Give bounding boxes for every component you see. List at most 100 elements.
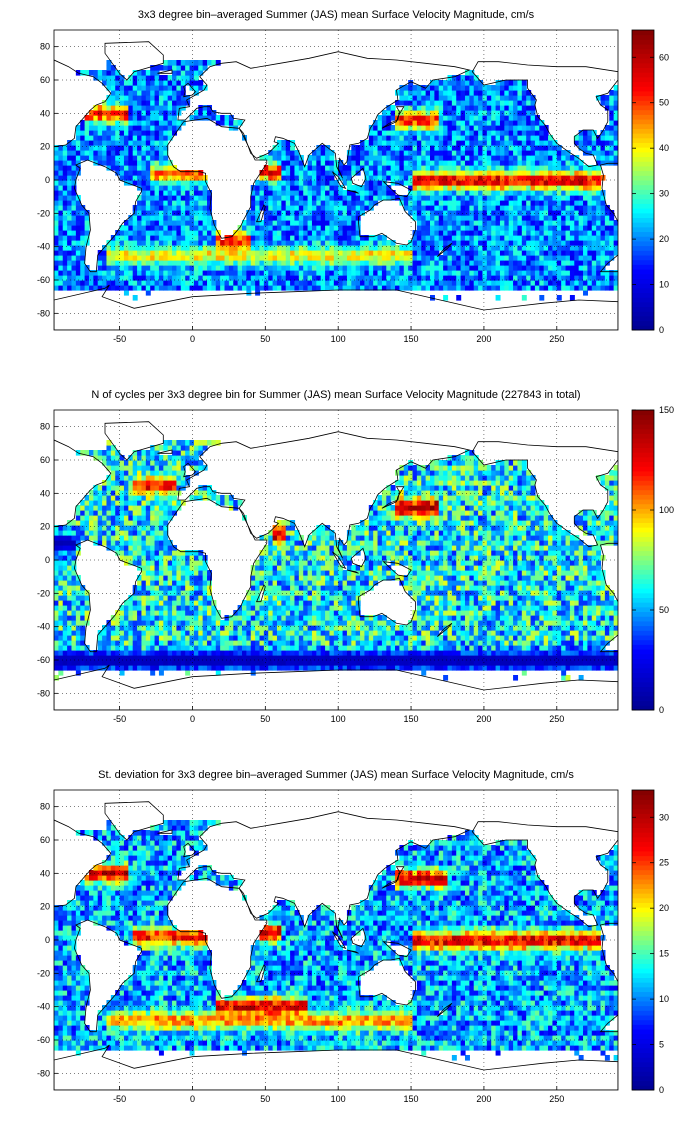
heatmap-cell <box>211 260 216 266</box>
heatmap-cell <box>120 645 125 651</box>
heatmap-cell <box>238 270 243 276</box>
heatmap-cell <box>539 275 544 281</box>
heatmap-cell <box>386 145 391 151</box>
heatmap-cell <box>395 150 400 156</box>
heatmap-cell <box>351 230 356 236</box>
heatmap-cell <box>347 150 352 156</box>
heatmap-cell <box>194 65 199 71</box>
heatmap-cell <box>474 265 479 271</box>
heatmap-cell <box>58 195 63 201</box>
heatmap-cell <box>487 95 492 101</box>
heatmap-cell <box>229 270 234 276</box>
heatmap-cell <box>329 255 334 261</box>
heatmap-cell <box>155 285 160 291</box>
heatmap-cell <box>338 230 343 236</box>
heatmap-cell <box>399 660 404 666</box>
heatmap-cell <box>439 220 444 226</box>
heatmap-cell <box>596 190 601 196</box>
heatmap-cell <box>579 245 584 251</box>
heatmap-cell <box>238 285 243 291</box>
heatmap-cell <box>329 235 334 241</box>
heatmap-cell <box>325 285 330 291</box>
heatmap-cell <box>216 250 221 256</box>
heatmap-cell <box>513 145 518 151</box>
heatmap-cell <box>439 200 444 206</box>
heatmap-cell <box>386 645 391 651</box>
heatmap-cell <box>294 180 299 186</box>
heatmap-cell <box>421 670 426 676</box>
heatmap-cell <box>89 135 94 141</box>
heatmap-cell <box>535 145 540 151</box>
heatmap-cell <box>469 645 474 651</box>
heatmap-cell <box>421 170 426 176</box>
heatmap-cell <box>277 185 282 191</box>
heatmap-cell <box>566 245 571 251</box>
heatmap-cell <box>58 285 63 291</box>
heatmap-cell <box>496 220 501 226</box>
heatmap-cell <box>93 270 98 276</box>
heatmap-cell <box>369 255 374 261</box>
heatmap-cell <box>124 170 129 176</box>
heatmap-cell <box>67 215 72 221</box>
heatmap-cell <box>299 235 304 241</box>
heatmap-cell <box>325 240 330 246</box>
heatmap-cell <box>137 165 142 171</box>
heatmap-cell <box>513 105 518 111</box>
heatmap-cell <box>155 180 160 186</box>
heatmap-cell <box>474 195 479 201</box>
x-tick-label: 100 <box>331 334 346 344</box>
heatmap-cell <box>207 655 212 661</box>
heatmap-cell <box>447 275 452 281</box>
heatmap-cell <box>98 645 103 651</box>
heatmap-cell <box>80 250 85 256</box>
heatmap-cell <box>303 255 308 261</box>
heatmap-cell <box>190 210 195 216</box>
heatmap-cell <box>146 250 151 256</box>
heatmap-cell <box>561 200 566 206</box>
heatmap-cell <box>71 155 76 161</box>
heatmap-cell <box>583 240 588 246</box>
heatmap-cell <box>106 150 111 156</box>
heatmap-cell <box>618 90 623 96</box>
heatmap-cell <box>399 120 404 126</box>
heatmap-cell <box>299 280 304 286</box>
heatmap-cell <box>443 150 448 156</box>
heatmap-cell <box>430 225 435 231</box>
heatmap-cell <box>566 220 571 226</box>
heatmap-cell <box>491 140 496 146</box>
heatmap-cell <box>487 260 492 266</box>
heatmap-cell <box>264 235 269 241</box>
heatmap-cell <box>557 250 562 256</box>
heatmap-cell <box>391 280 396 286</box>
heatmap-cell <box>242 265 247 271</box>
heatmap-cell <box>150 110 155 116</box>
heatmap-cell <box>203 640 208 646</box>
heatmap-cell <box>566 190 571 196</box>
heatmap-cell <box>120 670 125 676</box>
heatmap-cell <box>159 120 164 126</box>
heatmap-cell <box>133 125 138 131</box>
heatmap-cell <box>338 245 343 251</box>
heatmap-cell <box>290 150 295 156</box>
heatmap-cell <box>421 130 426 136</box>
heatmap-cell <box>452 190 457 196</box>
heatmap-cell <box>155 110 160 116</box>
heatmap-cell <box>190 170 195 176</box>
heatmap-cell <box>106 100 111 106</box>
heatmap-cell <box>509 155 514 161</box>
heatmap-cell <box>163 235 168 241</box>
heatmap-cell <box>198 190 203 196</box>
heatmap-cell <box>395 145 400 151</box>
heatmap-cell <box>618 180 623 186</box>
heatmap-cell <box>587 215 592 221</box>
heatmap-cell <box>259 645 264 651</box>
heatmap-cell <box>443 650 448 656</box>
heatmap-cell <box>522 665 527 671</box>
heatmap-cell <box>146 195 151 201</box>
heatmap-cell <box>526 255 531 261</box>
heatmap-cell <box>168 190 173 196</box>
heatmap-cell <box>399 270 404 276</box>
heatmap-cell <box>259 265 264 271</box>
heatmap-cell <box>395 170 400 176</box>
heatmap-cell <box>198 60 203 66</box>
